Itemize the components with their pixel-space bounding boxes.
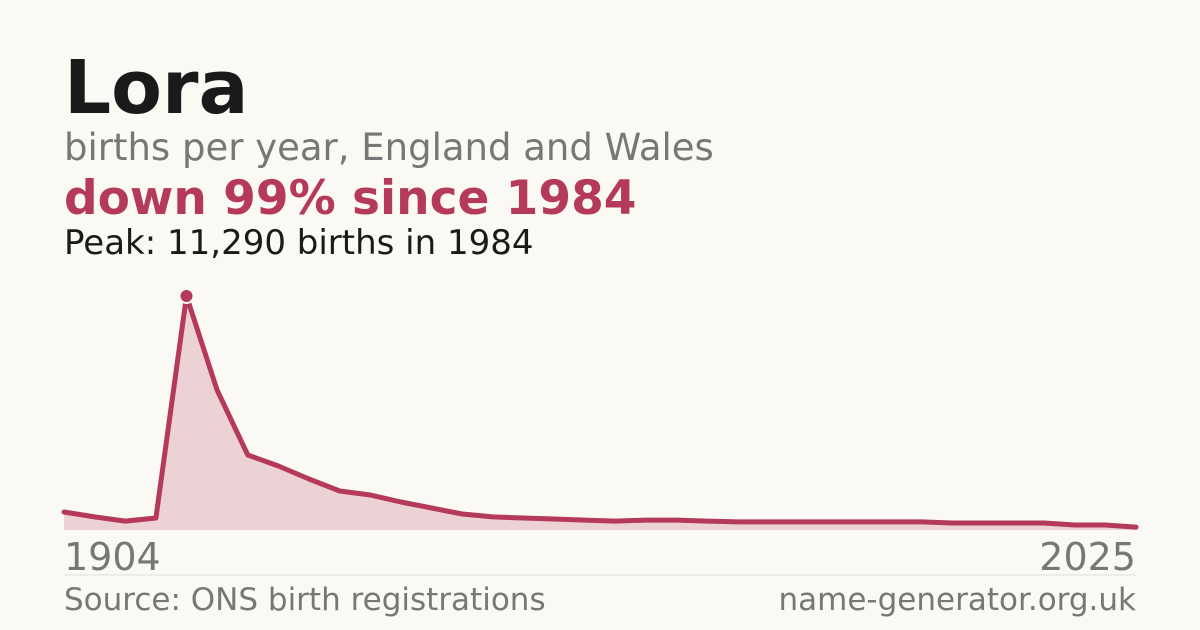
headline: down 99% since 1984 bbox=[64, 171, 637, 226]
peak-marker bbox=[178, 288, 195, 304]
chart-title: Lora bbox=[64, 45, 248, 131]
x-tick-label: 1904 bbox=[64, 535, 161, 579]
x-tick-label: 2025 bbox=[1039, 535, 1136, 579]
area bbox=[64, 296, 1136, 530]
source: Source: ONS birth registrations bbox=[64, 582, 546, 618]
site: name-generator.org.uk bbox=[779, 582, 1137, 618]
annotation: Peak: 11,290 births in 1984 bbox=[64, 223, 534, 263]
line bbox=[61, 293, 1139, 530]
subtitle: births per year, England and Wales bbox=[64, 126, 714, 169]
